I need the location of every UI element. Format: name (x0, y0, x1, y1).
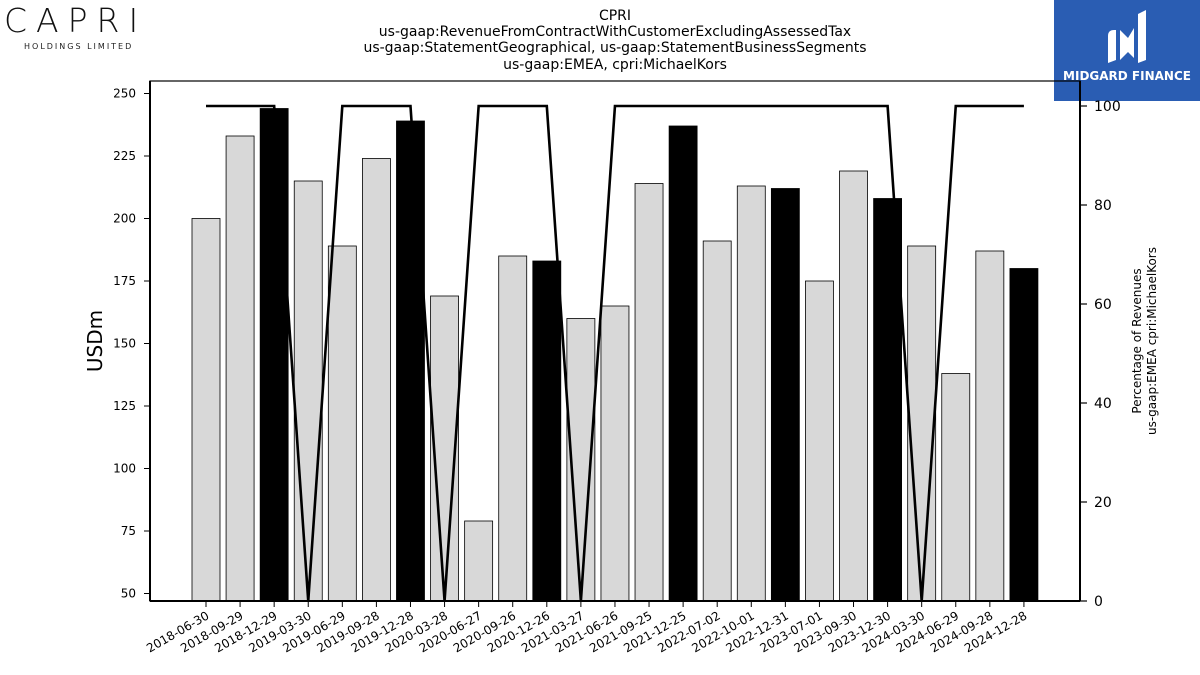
bar-2023-07-01 (805, 280, 834, 602)
bar-2022-10-01 (736, 185, 766, 602)
y2-tick-label-20: 20 (1094, 495, 1112, 511)
bar-2019-03-30 (293, 180, 323, 602)
y-tick-label-125: 125 (113, 399, 136, 413)
y-tick-label-225: 225 (113, 149, 136, 163)
chart-title-line-3: us-gaap:StatementGeographical, us-gaap:S… (363, 40, 867, 56)
y2-tick-label-40: 40 (1094, 396, 1112, 412)
chart-title-line-2: us-gaap:RevenueFromContractWithCustomerE… (378, 24, 852, 40)
bar-2024-09-28 (975, 250, 1005, 602)
bar-2018-12-29 (259, 108, 289, 602)
bar-2018-09-29 (225, 135, 255, 602)
percent-of-revenues-line (206, 104, 1024, 602)
bar-2019-06-29 (327, 245, 357, 602)
y-tick-label-250: 250 (113, 87, 136, 101)
y2-tick-label-80: 80 (1094, 198, 1112, 214)
bar-2024-12-28 (1009, 268, 1039, 602)
bar-2022-07-02 (702, 240, 732, 602)
bar-2023-12-30 (873, 198, 902, 602)
midgard-emblem-icon (1108, 10, 1146, 63)
y-tick-label-150: 150 (113, 337, 136, 351)
y-tick-label-100: 100 (113, 462, 136, 476)
midgard-finance-logo: MIDGARD FINANCE (1054, 0, 1200, 101)
chart-title-line-4: us-gaap:EMEA, cpri:MichaelKors (503, 57, 727, 73)
y-tick-label-50: 50 (121, 587, 136, 601)
bar-2024-06-29 (941, 373, 971, 602)
bars-layer (191, 108, 1039, 602)
y2-tick-label-60: 60 (1094, 297, 1112, 313)
capri-logo-brand: CAPRI (4, 1, 148, 40)
bar-2020-12-26 (532, 260, 562, 602)
capri-logo: CAPRI HOLDINGS LIMITED (4, 2, 154, 52)
midgard-finance-text: MIDGARD FINANCE (1063, 69, 1191, 83)
bar-2020-09-26 (498, 255, 528, 602)
y-tick-label-175: 175 (113, 274, 136, 288)
y-axis-label: USDm (83, 310, 107, 372)
y2-tick-label-0: 0 (1094, 594, 1103, 610)
bar-2019-09-28 (361, 158, 391, 602)
bar-2022-12-31 (770, 188, 800, 602)
bar-2021-12-25 (668, 125, 698, 602)
percent-line-layer (206, 104, 1024, 602)
capri-logo-subtitle: HOLDINGS LIMITED (24, 42, 134, 51)
bar-2023-09-30 (839, 170, 868, 602)
y-tick-label-200: 200 (113, 212, 136, 226)
y2-axis-label-line-2: us-gaap:EMEA cpri:MichaelKors (1145, 247, 1159, 435)
bar-2020-06-27 (464, 520, 494, 602)
y2-tick-label-100: 100 (1094, 99, 1121, 115)
bar-2021-09-25 (634, 183, 664, 602)
bar-2019-12-28 (396, 120, 425, 602)
y-tick-label-75: 75 (121, 524, 136, 538)
bar-2018-06-30 (191, 218, 221, 602)
y2-axis-label-line-1: Percentage of Revenues (1130, 268, 1144, 413)
bar-2024-03-30 (907, 245, 937, 602)
bar-2021-06-26 (600, 305, 630, 602)
chart-title-line-1: CPRI (598, 8, 632, 24)
